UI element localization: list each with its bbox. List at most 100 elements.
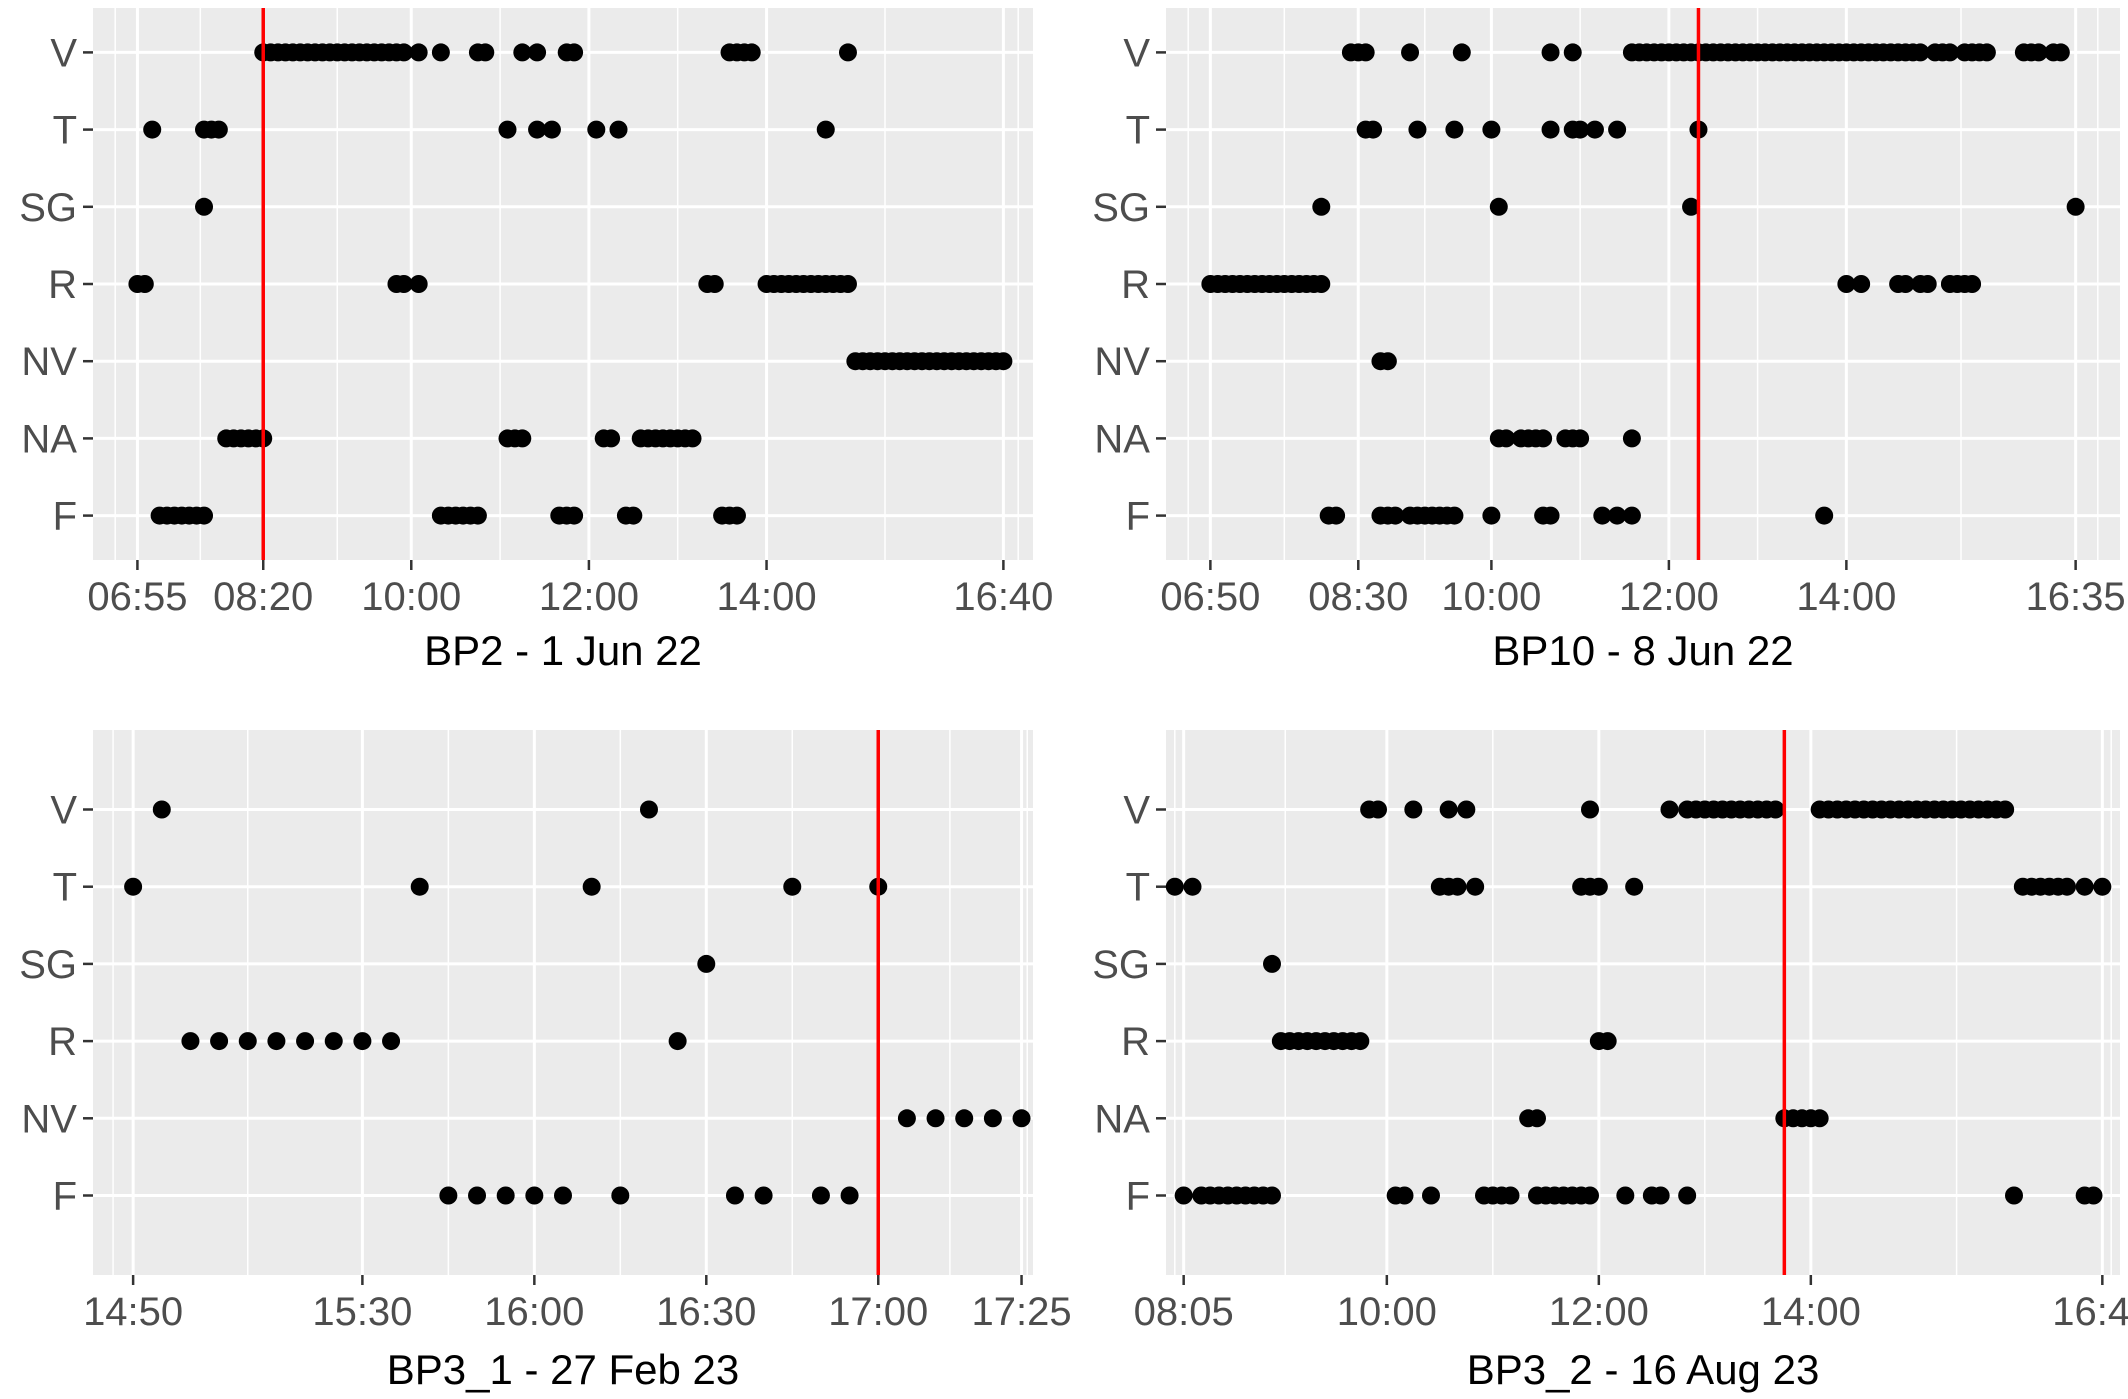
point-t [1625,877,1644,896]
point-nv [955,1109,974,1128]
point-t [1482,120,1501,139]
x-tick-label: 12:00 [1549,1290,1649,1334]
y-tick-label-sg: SG [19,186,77,230]
point-f [727,506,746,525]
y-tick-label-v: V [50,31,77,75]
point-nv [897,1109,916,1128]
point-v [838,43,857,62]
point-nv [1012,1109,1031,1128]
panel-title: BP2 - 1 Jun 22 [424,627,702,674]
x-tick-label: 06:55 [87,575,187,619]
point-f [1445,506,1464,525]
y-tick-label-v: V [1123,789,1150,833]
point-r [382,1032,401,1051]
point-na [1571,429,1590,448]
y-tick-label-sg: SG [19,943,77,987]
point-t [1445,120,1464,139]
point-t [1466,877,1485,896]
point-r [181,1032,200,1051]
point-r [668,1032,687,1051]
point-nv [926,1109,945,1128]
point-v [1356,43,1375,62]
point-t [1364,120,1383,139]
x-tick-label: 12:00 [1619,575,1719,619]
point-v [565,43,584,62]
point-f [1581,1186,1599,1205]
point-sg [195,197,214,216]
point-v [1660,800,1679,819]
y-tick-label-t: T [53,866,77,910]
y-tick-label-sg: SG [1092,943,1150,987]
y-tick-label-f: F [1126,495,1150,539]
point-v [1439,800,1458,819]
point-v [1401,43,1420,62]
panel-title: BP3_1 - 27 Feb 23 [387,1346,740,1393]
point-f [1386,506,1405,525]
y-tick-label-na: NA [1094,417,1150,461]
point-f [725,1186,744,1205]
panel-title: BP3_2 - 16 Aug 23 [1467,1346,1820,1393]
point-v [152,800,171,819]
point-t [1541,120,1560,139]
point-sg [697,954,716,973]
x-tick-label: 14:00 [716,575,816,619]
point-f [1501,1186,1520,1205]
point-r [1351,1032,1370,1051]
x-tick-label: 16:30 [656,1290,756,1334]
point-f [1541,506,1560,525]
point-r [1896,275,1915,293]
point-f [1651,1186,1670,1205]
point-f [2084,1186,2103,1205]
point-f [1678,1186,1697,1205]
point-t [1585,120,1604,139]
point-v [528,43,547,62]
x-tick-label: 12:00 [539,575,639,619]
point-f [565,506,584,525]
point-r [353,1032,372,1051]
point-v [1977,43,1996,62]
point-f [1482,506,1501,525]
point-t [143,120,162,139]
point-r [135,275,154,293]
point-v [1911,43,1930,62]
point-t [124,877,143,896]
point-na [1810,1109,1829,1128]
point-t [2075,877,2094,896]
point-v [513,43,532,62]
y-tick-label-v: V [1123,31,1150,75]
point-t [2058,877,2076,896]
point-v [639,800,658,819]
point-f [1616,1186,1635,1205]
point-t [542,120,561,139]
point-f [2005,1186,2023,1205]
point-v [1404,800,1423,819]
x-tick-label: 16:40 [953,575,1053,619]
x-tick-label: 10:00 [1337,1290,1437,1334]
point-r [1963,275,1982,293]
point-f [468,506,487,525]
x-tick-label: 14:00 [1761,1290,1861,1334]
point-na [1622,429,1641,448]
point-r [1852,275,1871,293]
panel-bp2: 06:55 08:20 10:00 12:00 14:00 16:40 F NA NV R SG TV… [19,8,1053,674]
x-tick-label: 16:00 [484,1290,584,1334]
y-tick-label-r: R [48,1020,77,1064]
point-nv [994,352,1013,371]
point-f [525,1186,544,1205]
point-v [1541,43,1560,62]
point-na [513,429,532,448]
point-t [410,877,429,896]
x-tick-label: 10:00 [361,575,461,619]
panel-bp3-2: 08:05 10:00 12:00 14:00 16:45 F NA R SG TV BP3_2 -… [1092,730,2128,1393]
point-r [324,1032,343,1051]
point-v [1996,800,2015,819]
point-v [394,43,413,62]
point-r [1918,275,1937,293]
x-tick-label: 08:20 [213,575,313,619]
point-r [409,275,428,293]
point-f [840,1186,859,1205]
x-tick-label: 10:00 [1441,575,1541,619]
panel-background [93,730,1033,1275]
point-f [195,506,214,525]
